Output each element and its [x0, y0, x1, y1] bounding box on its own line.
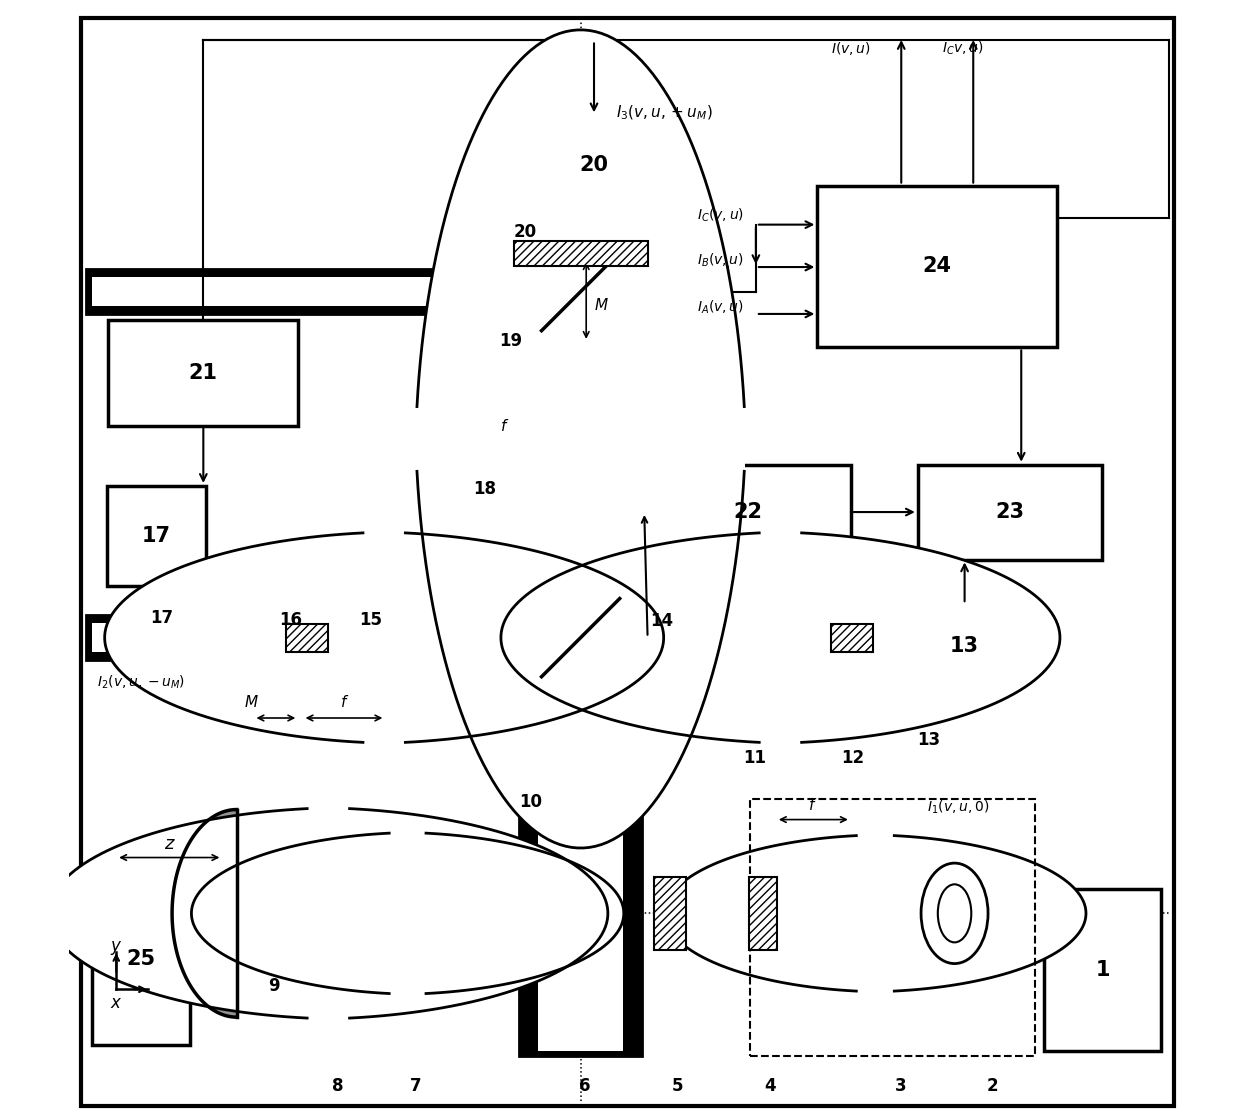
Bar: [520, 231, 643, 352]
Text: 3: 3: [895, 1078, 907, 1096]
Text: $M$: $M$: [243, 695, 259, 711]
Polygon shape: [284, 859, 307, 967]
Bar: [915, 604, 1015, 688]
Text: 8: 8: [331, 1078, 343, 1096]
Text: $f$: $f$: [499, 417, 510, 433]
Text: 22: 22: [733, 502, 762, 523]
Bar: [92, 623, 513, 652]
Polygon shape: [501, 533, 1060, 742]
Text: 24: 24: [922, 256, 951, 276]
Text: 11: 11: [743, 750, 767, 768]
Text: $x$: $x$: [110, 994, 123, 1012]
Text: 2: 2: [986, 1078, 998, 1096]
Bar: [520, 102, 643, 1056]
Text: $I_1(v,u,0)$: $I_1(v,u,0)$: [926, 799, 989, 816]
Bar: [648, 623, 910, 652]
Text: 1: 1: [1096, 960, 1109, 980]
Text: 10: 10: [518, 792, 542, 811]
Bar: [520, 576, 643, 699]
Text: $M$: $M$: [594, 297, 609, 313]
Text: 20: 20: [513, 224, 536, 242]
Polygon shape: [505, 267, 656, 361]
Bar: [538, 107, 622, 1051]
Text: 4: 4: [764, 1078, 776, 1096]
Bar: [644, 464, 851, 560]
Text: 9: 9: [267, 977, 280, 995]
Bar: [750, 799, 1035, 1056]
Text: $I_2(v,u,-u_M)$: $I_2(v,u,-u_M)$: [98, 674, 186, 692]
Bar: [648, 278, 655, 307]
Bar: [87, 615, 520, 660]
Bar: [817, 186, 1057, 347]
Text: 14: 14: [650, 612, 674, 630]
Bar: [1044, 888, 1161, 1051]
Bar: [92, 872, 190, 1045]
Polygon shape: [104, 533, 664, 742]
Text: $I_3(v,u,+u_M)$: $I_3(v,u,+u_M)$: [616, 104, 713, 122]
Text: 7: 7: [409, 1078, 422, 1096]
Text: $I_A(v,u)$: $I_A(v,u)$: [697, 299, 743, 316]
Text: $f$: $f$: [340, 695, 350, 711]
Text: 18: 18: [473, 480, 496, 498]
Text: $I_B(v,u)$: $I_B(v,u)$: [697, 252, 743, 269]
Bar: [643, 615, 915, 660]
Bar: [643, 270, 661, 314]
Polygon shape: [192, 834, 624, 994]
Ellipse shape: [921, 863, 988, 963]
Text: $y$: $y$: [110, 939, 123, 957]
Text: 25: 25: [127, 949, 156, 969]
Text: $z$: $z$: [164, 835, 176, 853]
Bar: [542, 582, 620, 694]
Polygon shape: [427, 871, 482, 956]
Polygon shape: [739, 601, 781, 675]
Polygon shape: [823, 593, 852, 683]
Polygon shape: [307, 593, 345, 683]
Polygon shape: [172, 809, 237, 1017]
Polygon shape: [417, 30, 744, 848]
Bar: [108, 320, 299, 425]
Text: $I_Cv,u)$: $I_Cv,u)$: [941, 39, 983, 57]
Text: 12: 12: [841, 750, 865, 768]
Polygon shape: [384, 602, 423, 674]
Bar: [92, 278, 513, 307]
Text: 16: 16: [279, 611, 302, 629]
Text: 5: 5: [671, 1078, 684, 1096]
Bar: [108, 486, 206, 586]
Text: 13: 13: [950, 636, 979, 656]
Polygon shape: [49, 809, 607, 1018]
Bar: [87, 270, 520, 314]
Text: $f$: $f$: [808, 797, 817, 814]
Text: $I(v,u)$: $I(v,u)$: [831, 40, 871, 57]
Text: 21: 21: [188, 363, 218, 383]
Text: 17: 17: [151, 609, 173, 627]
Bar: [532, 115, 655, 216]
Bar: [654, 877, 685, 950]
Text: 13: 13: [917, 732, 940, 750]
Polygon shape: [307, 868, 370, 958]
Bar: [749, 877, 777, 950]
Text: 15: 15: [359, 611, 383, 629]
Polygon shape: [832, 868, 875, 958]
Polygon shape: [875, 874, 917, 952]
Ellipse shape: [937, 884, 971, 942]
Bar: [542, 236, 620, 347]
Text: $I_C(v,u)$: $I_C(v,u)$: [697, 207, 744, 225]
Bar: [917, 464, 1102, 560]
Bar: [286, 623, 329, 651]
Text: 17: 17: [142, 526, 171, 546]
Bar: [831, 623, 873, 651]
Text: 6: 6: [580, 1078, 591, 1096]
Polygon shape: [665, 836, 1086, 991]
Bar: [513, 242, 648, 266]
Text: 20: 20: [580, 156, 609, 176]
Text: 23: 23: [995, 502, 1024, 523]
Text: 19: 19: [498, 331, 522, 350]
